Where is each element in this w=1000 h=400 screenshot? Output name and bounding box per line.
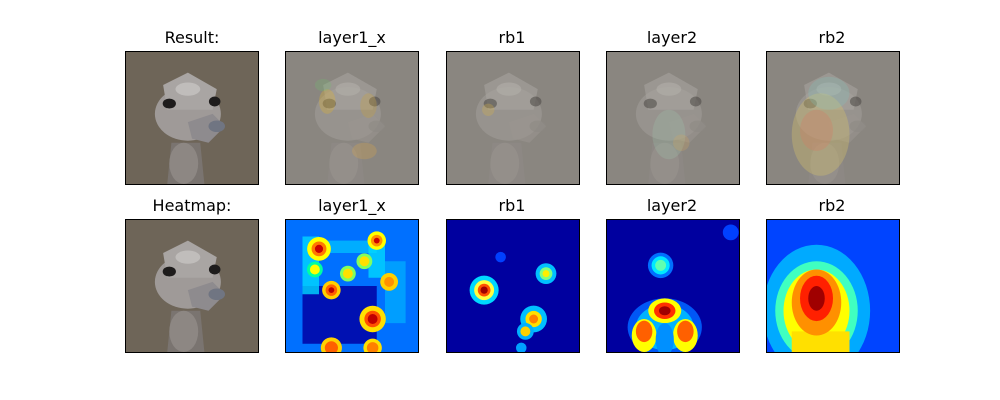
panel-title-result: Result: (164, 28, 220, 47)
panel-title-rb1-result: rb1 (498, 28, 526, 47)
panel-title-layer1-x-heatmap: layer1_x (318, 196, 386, 215)
panel-title-layer2-heatmap: layer2 (646, 196, 698, 215)
panel-title-heatmap: Heatmap: (152, 196, 232, 215)
panel-title-rb1-heatmap: rb1 (498, 196, 526, 215)
layer1-x-heatmap (285, 219, 419, 353)
panel-title-layer2-result: layer2 (646, 28, 698, 47)
rb1-overlay-image (446, 51, 580, 185)
rb1-heatmap (446, 219, 580, 353)
rb2-heatmap (766, 219, 900, 353)
panel-title-layer1-x-result: layer1_x (318, 28, 386, 47)
layer1-x-overlay-image (285, 51, 419, 185)
panel-title-rb2-result: rb2 (818, 28, 846, 47)
layer2-overlay-image (606, 51, 740, 185)
panel-title-rb2-heatmap: rb2 (818, 196, 846, 215)
result-image (125, 51, 259, 185)
rb2-overlay-image (766, 51, 900, 185)
layer2-heatmap (606, 219, 740, 353)
heatmap-source-image (125, 219, 259, 353)
